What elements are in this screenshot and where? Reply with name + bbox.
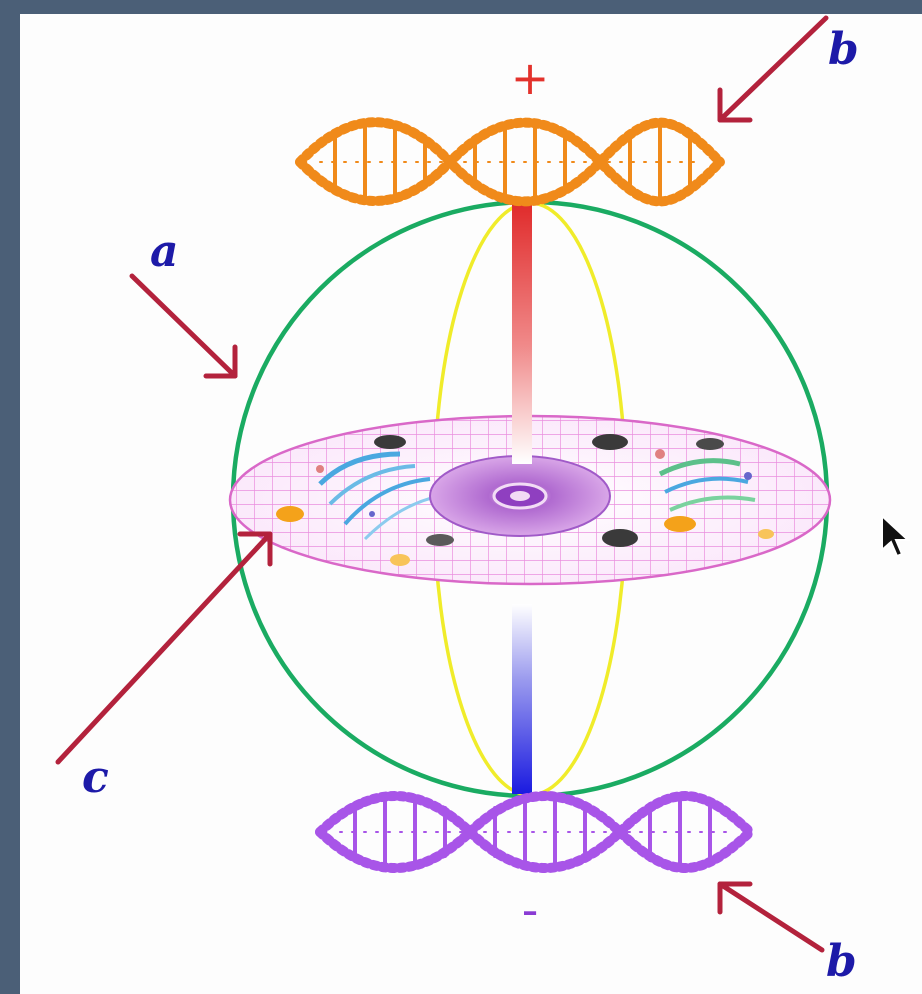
mouse-pointer-icon — [881, 513, 911, 558]
label-a: a — [150, 226, 179, 277]
organelles — [276, 434, 774, 566]
dna-helix-bottom — [315, 791, 755, 873]
pole-negative-label: - — [522, 883, 539, 937]
axis-negative-bar — [512, 604, 532, 794]
dna-helix-top — [295, 117, 725, 207]
pole-positive-label: + — [511, 51, 550, 105]
axis-positive-bar — [512, 202, 532, 464]
diagram-canvas: + - — [20, 14, 922, 994]
arrow-b-top — [717, 15, 829, 123]
arrow-b-bottom — [717, 881, 825, 953]
label-b-bottom: b — [826, 936, 857, 987]
label-c: c — [82, 752, 109, 803]
label-b-top: b — [828, 24, 859, 75]
cell-sphere-diagram: + - — [55, 15, 911, 987]
arrow-c — [55, 531, 273, 765]
arrow-a — [129, 273, 238, 379]
